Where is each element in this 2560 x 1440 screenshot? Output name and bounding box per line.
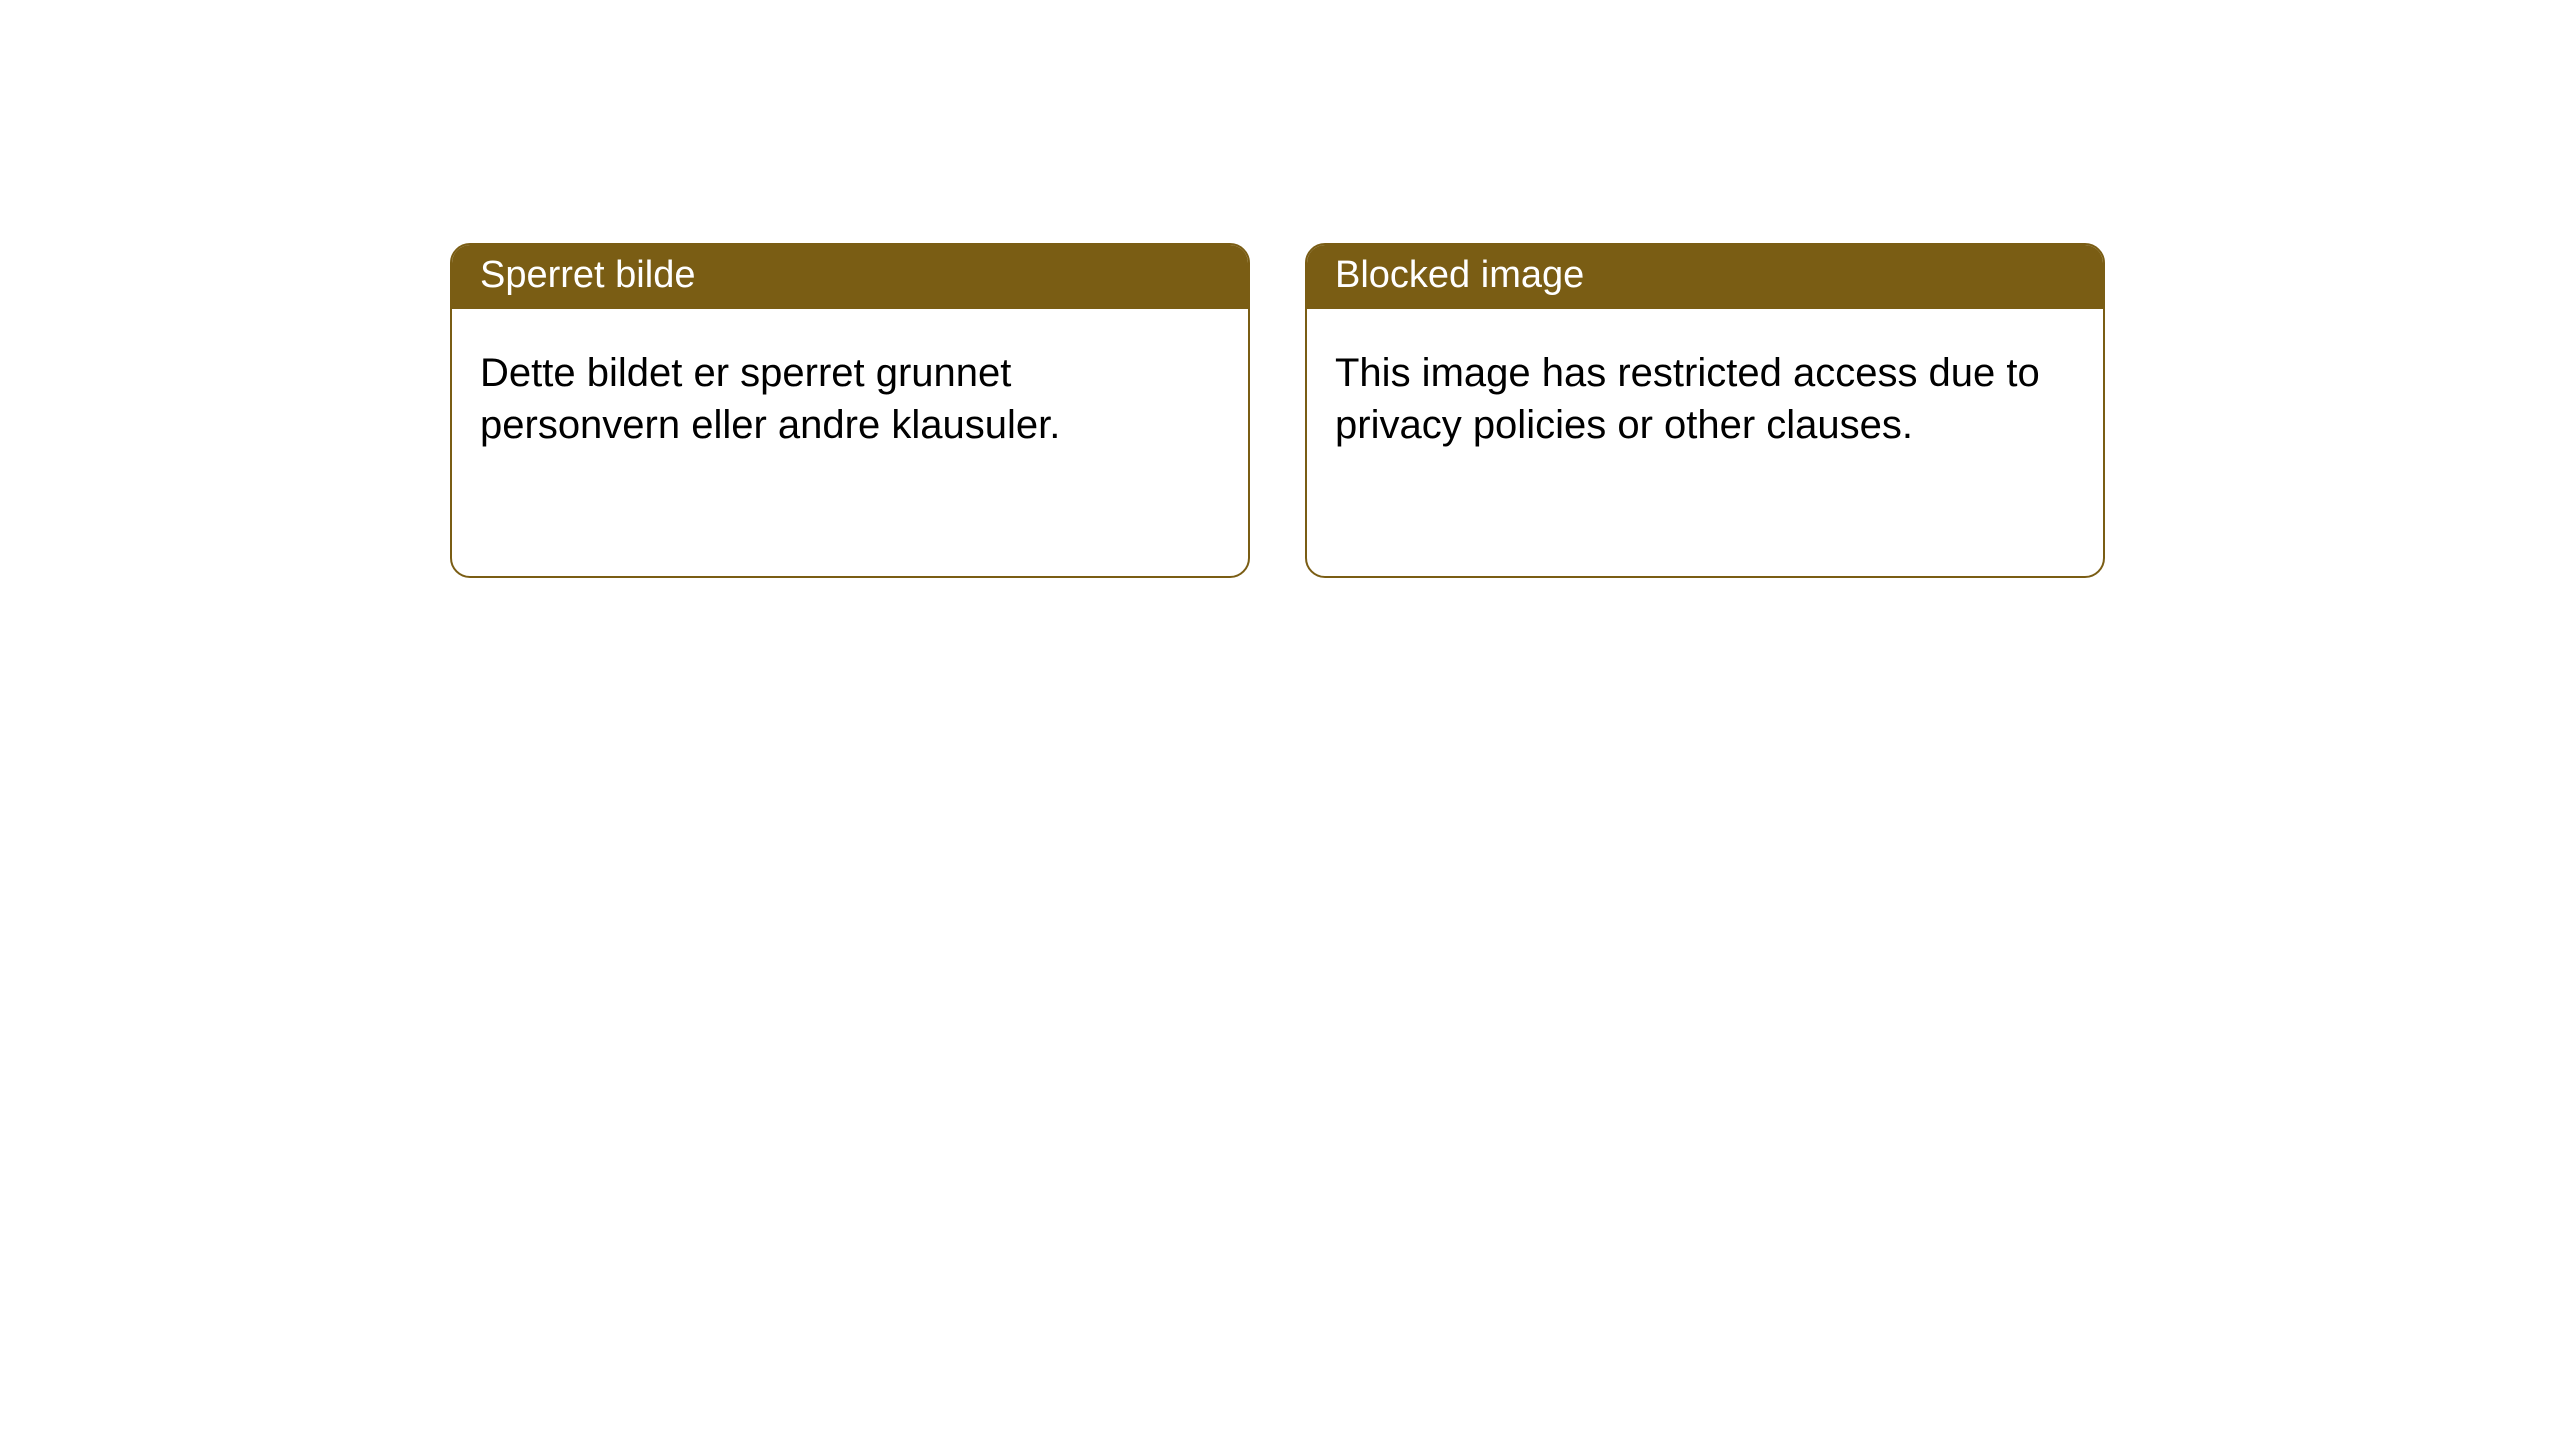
notice-box-norwegian: Sperret bilde Dette bildet er sperret gr… bbox=[450, 243, 1250, 578]
notice-header: Sperret bilde bbox=[452, 245, 1248, 309]
notice-body: This image has restricted access due to … bbox=[1307, 309, 2103, 479]
notice-body: Dette bildet er sperret grunnet personve… bbox=[452, 309, 1248, 479]
notice-container: Sperret bilde Dette bildet er sperret gr… bbox=[450, 243, 2105, 578]
notice-header: Blocked image bbox=[1307, 245, 2103, 309]
notice-box-english: Blocked image This image has restricted … bbox=[1305, 243, 2105, 578]
